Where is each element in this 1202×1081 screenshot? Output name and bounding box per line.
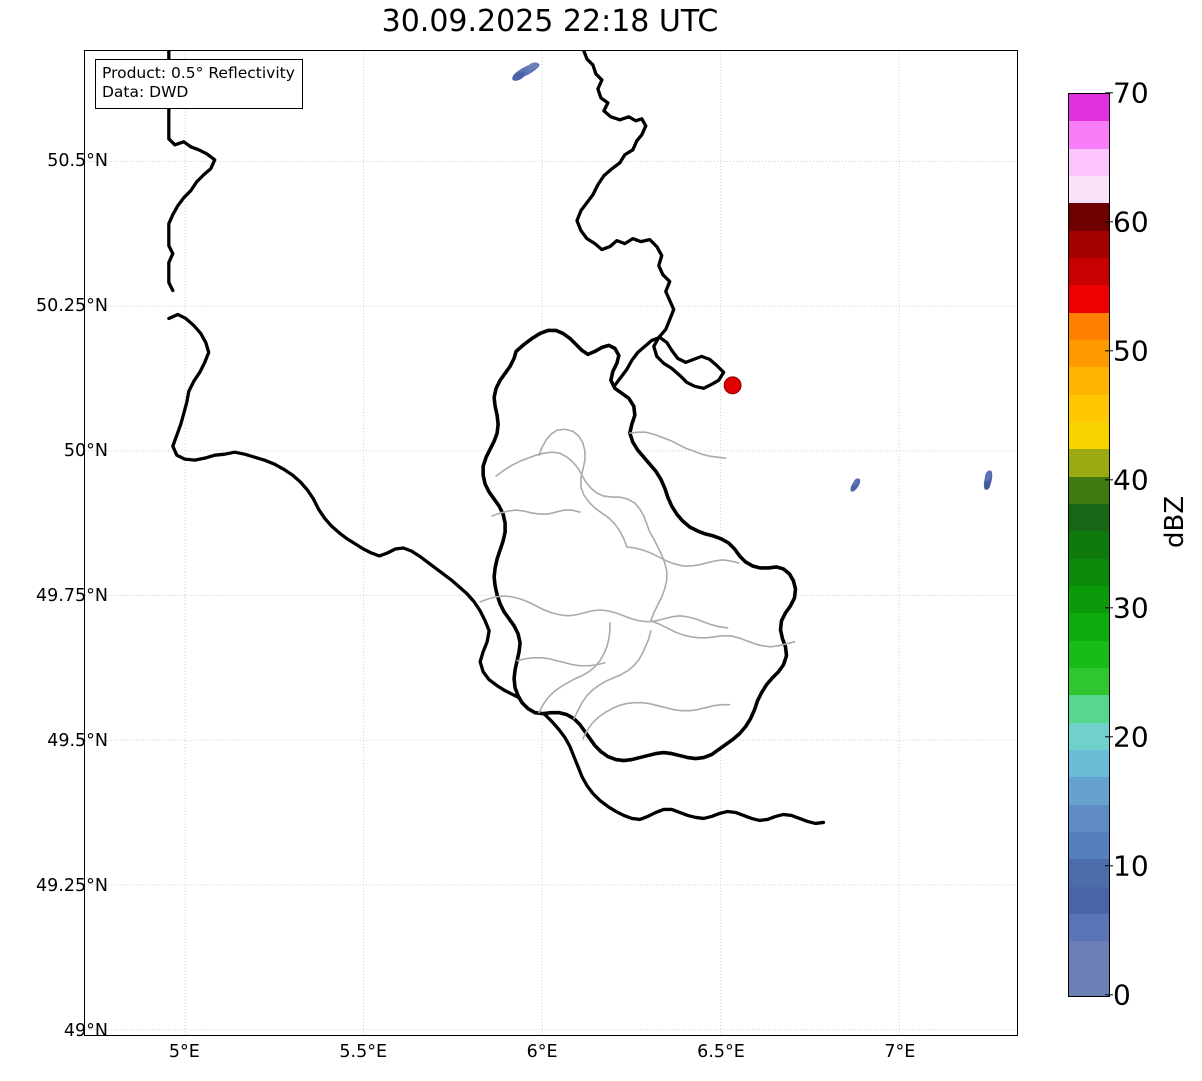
colorbar-band-10 xyxy=(1069,695,1109,723)
xtick-label-3: 6.5°E xyxy=(697,1042,745,1062)
ytick-label-0: 50.5°N xyxy=(47,150,108,171)
xtick-label-4: 7°E xyxy=(884,1042,916,1062)
map-canvas xyxy=(85,51,1017,1035)
colorbar-band-32 xyxy=(1069,94,1109,122)
colorbar-band-22 xyxy=(1069,367,1109,395)
ytick-label-6: 49°N xyxy=(63,1020,108,1041)
radar-echoes xyxy=(512,62,993,492)
colorbar-band-14 xyxy=(1069,585,1109,614)
colorbar-band-12 xyxy=(1069,640,1109,668)
colorbar-band-31 xyxy=(1069,121,1109,149)
colorbar-band-26 xyxy=(1069,257,1109,286)
colorbar-band-11 xyxy=(1069,667,1109,696)
colorbar-tickmark-1 xyxy=(1105,865,1113,867)
colorbar-tickmark-4 xyxy=(1105,479,1113,481)
echo-east xyxy=(850,478,861,492)
colorbar-band-1 xyxy=(1069,941,1109,969)
colorbar-band-16 xyxy=(1069,531,1109,559)
colorbar-band-21 xyxy=(1069,394,1109,422)
colorbar-band-0 xyxy=(1069,968,1109,996)
colorbar-band-23 xyxy=(1069,339,1109,368)
map-axes[interactable]: Product: 0.5° Reflectivity Data: DWD xyxy=(84,50,1018,1036)
page-title: 30.09.2025 22:18 UTC xyxy=(381,4,719,39)
colorbar-tick-5: 50 xyxy=(1113,334,1149,368)
country-borders xyxy=(167,51,826,826)
ytick-label-3: 49.75°N xyxy=(36,585,108,606)
colorbar-axis-label: dBZ xyxy=(1160,495,1190,548)
colorbar-tick-6: 60 xyxy=(1113,205,1149,239)
colorbar-band-8 xyxy=(1069,749,1109,778)
colorbar-band-29 xyxy=(1069,175,1109,204)
colorbar-band-7 xyxy=(1069,777,1109,805)
echo-north xyxy=(512,62,540,81)
colorbar-band-6 xyxy=(1069,804,1109,832)
colorbar-tick-4: 40 xyxy=(1113,463,1149,497)
infobox-data-line: Data: DWD xyxy=(102,83,189,102)
colorbar[interactable] xyxy=(1068,93,1110,997)
colorbar-tick-2: 20 xyxy=(1113,720,1149,754)
colorbar-tickmark-2 xyxy=(1105,736,1113,738)
colorbar-band-2 xyxy=(1069,913,1109,942)
colorbar-band-18 xyxy=(1069,476,1109,504)
colorbar-band-24 xyxy=(1069,312,1109,340)
canton-borders xyxy=(479,428,796,740)
colorbar-band-30 xyxy=(1069,148,1109,176)
luxembourg-border xyxy=(481,328,798,763)
colorbar-tickmark-6 xyxy=(1105,221,1113,223)
ytick-label-2: 50°N xyxy=(63,440,108,461)
colorbar-tickmark-0 xyxy=(1105,994,1113,996)
colorbar-tickmark-5 xyxy=(1105,350,1113,352)
infobox-product-line: Product: 0.5° Reflectivity xyxy=(102,64,295,82)
colorbar-tick-0: 0 xyxy=(1113,978,1131,1012)
colorbar-band-9 xyxy=(1069,722,1109,750)
colorbar-band-13 xyxy=(1069,613,1109,641)
ytick-label-5: 49.25°N xyxy=(36,875,108,896)
colorbar-band-27 xyxy=(1069,230,1109,258)
colorbar-tick-7: 70 xyxy=(1113,76,1149,110)
xtick-label-1: 5.5°E xyxy=(339,1042,388,1062)
colorbar-band-25 xyxy=(1069,285,1109,313)
colorbar-band-20 xyxy=(1069,421,1109,450)
colorbar-tickmark-3 xyxy=(1105,607,1113,609)
colorbar-band-15 xyxy=(1069,558,1109,586)
xtick-label-2: 6°E xyxy=(526,1042,558,1062)
ytick-label-1: 50.25°N xyxy=(36,295,108,316)
legend-infobox: Product: 0.5° Reflectivity Data: DWD xyxy=(95,59,303,109)
radar-site-marker[interactable] xyxy=(723,376,742,395)
ytick-label-4: 49.5°N xyxy=(47,730,108,751)
colorbar-band-19 xyxy=(1069,449,1109,477)
colorbar-tick-3: 30 xyxy=(1113,591,1149,625)
colorbar-band-17 xyxy=(1069,503,1109,532)
colorbar-tick-1: 10 xyxy=(1113,849,1149,883)
colorbar-band-5 xyxy=(1069,831,1109,860)
colorbar-band-28 xyxy=(1069,203,1109,231)
colorbar-band-3 xyxy=(1069,886,1109,914)
colorbar-tickmark-7 xyxy=(1105,92,1113,94)
colorbar-band-4 xyxy=(1069,859,1109,887)
echo-far-east xyxy=(983,470,993,490)
xtick-label-0: 5°E xyxy=(168,1042,200,1062)
